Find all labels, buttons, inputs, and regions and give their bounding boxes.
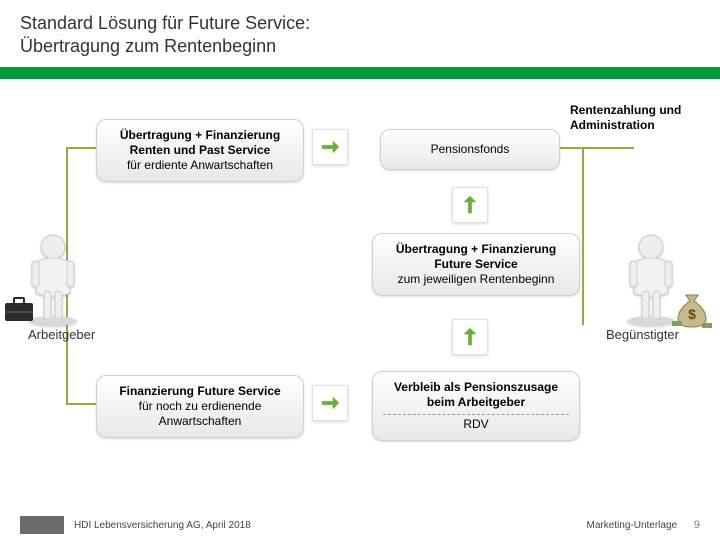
node-text: zum jeweiligen Rentenbeginn xyxy=(398,272,555,286)
money-bag-icon: $ xyxy=(672,289,712,334)
footer-org: HDI Lebensversicherung AG, April 2018 xyxy=(74,520,251,531)
briefcase-icon xyxy=(4,297,34,328)
node-text: Verbleib als Pensionszusage xyxy=(394,380,558,394)
node-text: Übertragung + Finanzierung xyxy=(120,128,280,142)
node-transfer-future: Übertragung + Finanzierung Future Servic… xyxy=(372,233,580,296)
connector xyxy=(560,147,634,149)
diagram-canvas: Übertragung + Finanzierung Renten und Pa… xyxy=(0,79,720,499)
arrow-up-icon xyxy=(452,319,488,355)
title-bar: Standard Lösung für Future Service: Über… xyxy=(0,0,720,67)
node-text: Anwartschaften xyxy=(159,414,242,428)
footer-doc: Marketing-Unterlage xyxy=(586,520,677,531)
node-text: Finanzierung Future Service xyxy=(119,384,280,398)
brand-stripe xyxy=(0,67,720,79)
node-text: Renten und Past Service xyxy=(130,143,271,157)
footer-logo-block xyxy=(20,516,64,534)
divider xyxy=(383,414,569,415)
label-text: Rentenzahlung und xyxy=(570,103,681,117)
title-line-2: Übertragung zum Rentenbeginn xyxy=(20,36,276,56)
label-renten-admin: Rentenzahlung und Administration xyxy=(570,103,720,133)
node-text: für noch zu erdienende xyxy=(139,399,262,413)
footer-left: HDI Lebensversicherung AG, April 2018 xyxy=(20,516,251,534)
connector xyxy=(68,403,96,405)
node-pensionsfonds: Pensionsfonds xyxy=(380,129,560,170)
node-text: Future Service xyxy=(434,257,517,271)
node-fin-future: Finanzierung Future Service für noch zu … xyxy=(96,375,304,438)
arrow-up-icon xyxy=(452,187,488,223)
slide-title: Standard Lösung für Future Service: Über… xyxy=(20,12,700,59)
arrow-right-icon xyxy=(312,129,348,165)
node-text: Pensionsfonds xyxy=(431,142,510,156)
footer: HDI Lebensversicherung AG, April 2018 Ma… xyxy=(20,516,700,534)
footer-right: Marketing-Unterlage 9 xyxy=(586,519,700,531)
page-number: 9 xyxy=(694,519,700,531)
node-text: beim Arbeitgeber xyxy=(427,395,525,409)
node-text: Übertragung + Finanzierung xyxy=(396,242,556,256)
connector xyxy=(68,147,96,149)
connector xyxy=(582,147,584,325)
arrow-right-icon xyxy=(312,385,348,421)
node-text: für erdiente Anwartschaften xyxy=(127,158,273,172)
svg-text:$: $ xyxy=(688,306,696,322)
title-line-1: Standard Lösung für Future Service: xyxy=(20,13,310,33)
node-transfer-past: Übertragung + Finanzierung Renten und Pa… xyxy=(96,119,304,182)
node-verbleib: Verbleib als Pensionszusage beim Arbeitg… xyxy=(372,371,580,441)
node-text: RDV xyxy=(383,417,569,432)
label-text: Administration xyxy=(570,118,655,132)
